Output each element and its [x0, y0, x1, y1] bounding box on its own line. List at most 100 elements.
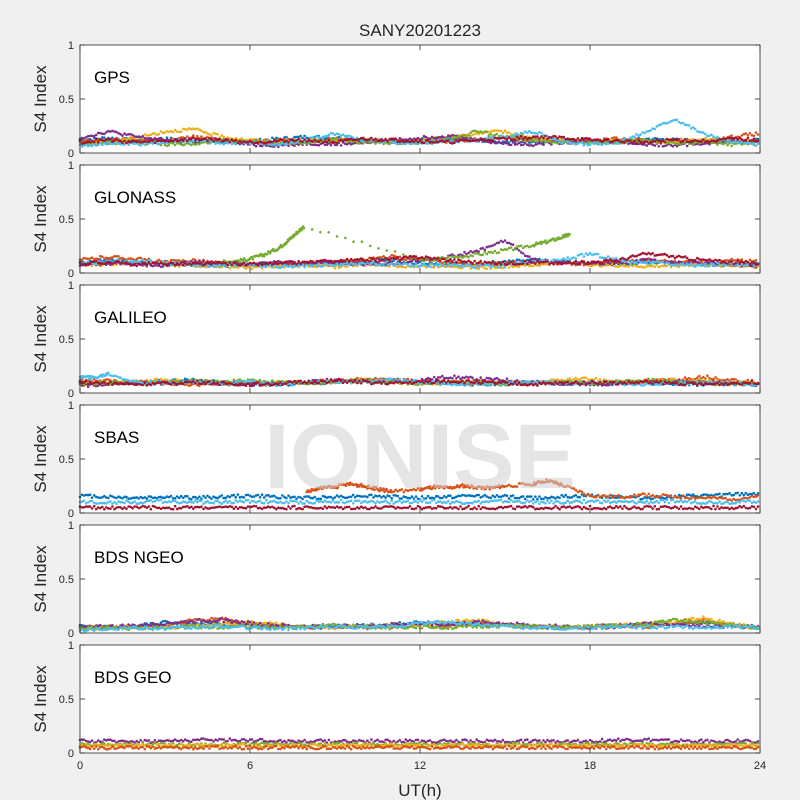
data-point	[246, 143, 250, 146]
panel-label: GLONASS	[94, 188, 176, 207]
data-point	[410, 260, 414, 263]
data-point	[188, 142, 191, 146]
data-point	[119, 133, 122, 136]
data-point	[677, 138, 681, 141]
y-tick-label: 0	[68, 268, 74, 280]
data-point	[659, 142, 663, 145]
data-point	[635, 137, 638, 141]
data-point	[325, 141, 329, 144]
data-point	[523, 259, 527, 263]
data-point	[505, 138, 509, 141]
data-point	[606, 255, 610, 258]
data-point	[564, 258, 567, 262]
data-point	[210, 262, 213, 266]
data-point	[183, 143, 187, 146]
data-point	[625, 258, 628, 262]
data-point	[730, 139, 733, 142]
data-point	[240, 137, 244, 140]
data-point	[186, 141, 189, 144]
data-point	[362, 136, 365, 140]
data-point	[554, 135, 557, 138]
data-point	[198, 140, 201, 144]
data-point	[125, 133, 128, 137]
data-point	[283, 136, 286, 139]
data-point	[542, 136, 545, 140]
data-point	[523, 142, 527, 145]
data-point	[275, 260, 278, 264]
data-point	[526, 139, 529, 142]
data-point	[258, 137, 262, 141]
data-point	[94, 133, 98, 137]
data-point	[441, 135, 444, 138]
data-point	[451, 260, 454, 263]
data-point	[181, 263, 185, 267]
data-point	[438, 262, 442, 266]
data-point	[196, 142, 199, 145]
data-point	[447, 255, 450, 259]
data-point	[414, 255, 418, 258]
data-point	[390, 262, 394, 265]
data-point	[121, 138, 124, 142]
data-point	[262, 138, 266, 142]
data-point	[647, 259, 650, 263]
data-point	[364, 262, 367, 266]
data-point	[513, 138, 517, 141]
data-point	[538, 137, 541, 140]
data-point	[576, 139, 580, 142]
data-point	[540, 140, 543, 143]
data-point	[228, 140, 232, 144]
data-point	[82, 139, 86, 143]
data-point	[139, 144, 142, 147]
data-point	[689, 142, 693, 145]
data-point	[127, 137, 130, 140]
data-point	[143, 143, 147, 146]
data-point	[521, 132, 525, 135]
data-point	[98, 131, 102, 135]
data-point	[487, 263, 491, 266]
data-point	[181, 139, 185, 142]
data-point	[246, 138, 250, 142]
data-point	[299, 262, 302, 266]
data-point	[291, 143, 294, 146]
data-point	[161, 265, 165, 268]
data-point	[708, 143, 711, 146]
data-point	[578, 262, 582, 266]
data-point	[212, 139, 215, 143]
data-point	[693, 265, 697, 268]
data-point	[497, 261, 501, 264]
data-point	[398, 137, 402, 140]
data-point	[594, 141, 598, 144]
data-point	[186, 135, 189, 138]
data-point	[491, 129, 495, 132]
data-point	[519, 134, 523, 138]
data-point	[386, 140, 389, 143]
data-point	[568, 233, 571, 236]
data-point	[226, 263, 229, 267]
data-point	[84, 136, 88, 139]
data-point	[519, 140, 523, 144]
data-point	[202, 259, 205, 263]
data-point	[653, 265, 657, 269]
data-point	[200, 135, 203, 138]
data-points	[78, 118, 760, 149]
data-point	[388, 258, 391, 262]
data-point	[317, 144, 321, 147]
data-point	[493, 129, 497, 132]
data-point	[271, 266, 274, 269]
data-point	[406, 263, 410, 266]
data-point	[327, 259, 331, 263]
data-point	[554, 260, 557, 264]
data-point	[406, 256, 410, 260]
data-point	[438, 259, 442, 263]
data-point	[145, 143, 149, 146]
data-point	[204, 137, 207, 140]
data-point	[718, 258, 721, 262]
data-point	[477, 265, 481, 269]
data-point	[657, 145, 661, 148]
data-point	[422, 137, 426, 141]
data-point	[153, 136, 157, 140]
data-point	[173, 128, 177, 132]
data-point	[716, 135, 719, 139]
data-point	[101, 141, 104, 145]
data-point	[347, 142, 351, 145]
